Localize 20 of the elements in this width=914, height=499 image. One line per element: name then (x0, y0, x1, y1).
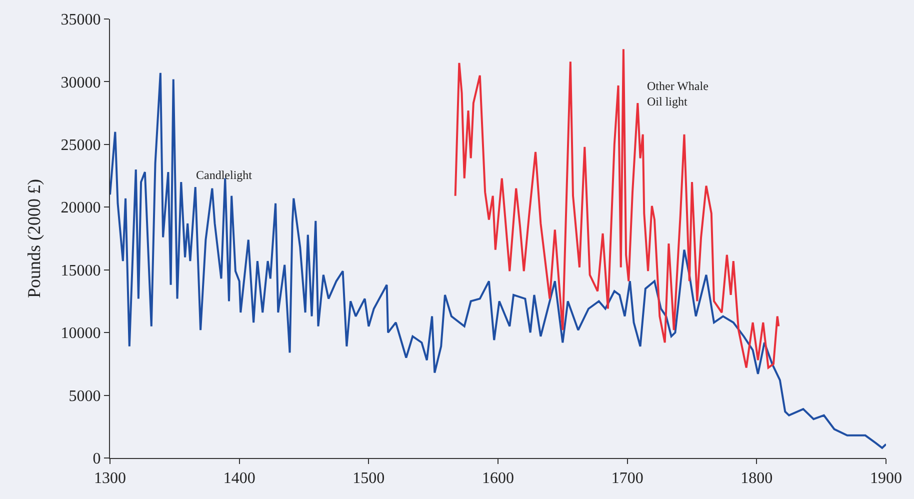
line-series (454, 48, 780, 369)
y-tick-label: 10000 (60, 325, 101, 342)
x-tick-label: 1500 (352, 470, 385, 488)
series-label: Other Whale Oil light (647, 79, 708, 109)
line-series (110, 72, 886, 449)
y-tick-label: 30000 (60, 74, 101, 92)
y-tick-label: 20000 (60, 200, 101, 217)
x-tick-label: 1900 (870, 470, 902, 488)
y-tick-label: 5000 (68, 388, 101, 405)
y-tick-label: 25000 (60, 137, 101, 154)
x-tick-label: 1400 (223, 470, 256, 488)
x-tick-label: 1600 (482, 470, 514, 488)
y-tick-label: 35000 (60, 12, 101, 29)
y-tick-label: 0 (92, 450, 101, 468)
x-tick-label: 1700 (611, 470, 644, 488)
series-label: Candlelight (196, 168, 253, 182)
y-tick-label: 15000 (60, 262, 101, 280)
x-tick-label: 1800 (740, 470, 773, 488)
x-tick-label: 1300 (94, 470, 126, 488)
y-axis-title: Pounds (2000 £) (24, 178, 44, 298)
